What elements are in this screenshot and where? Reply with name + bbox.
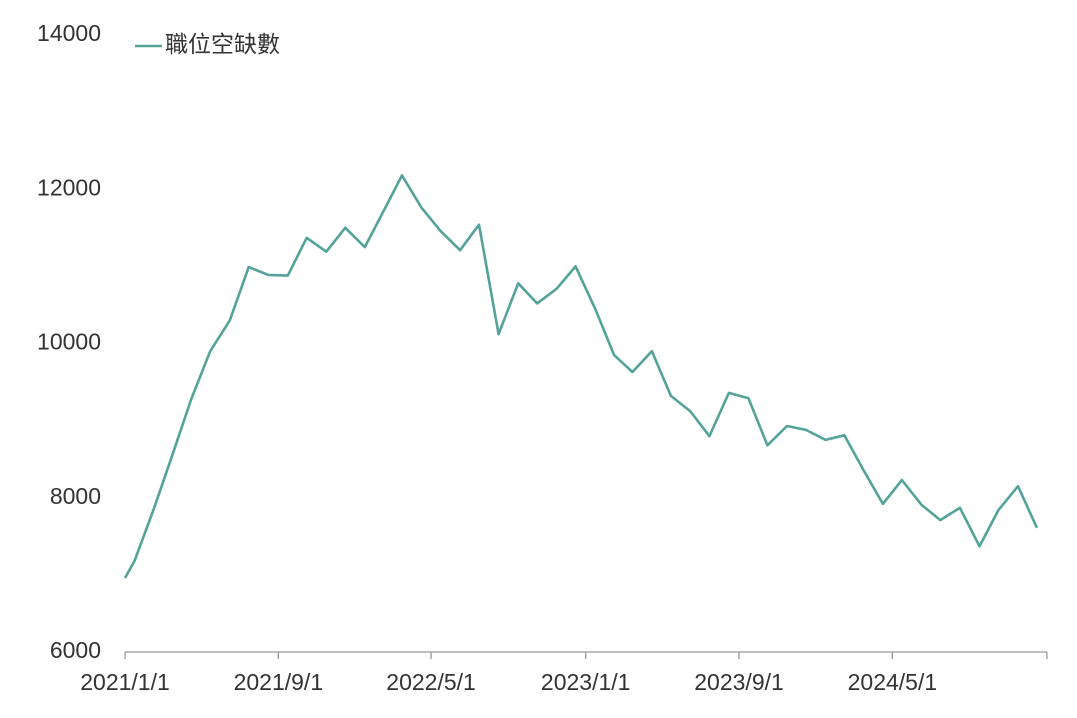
y-tick-label: 12000 bbox=[37, 174, 101, 200]
x-tick-label: 2024/5/1 bbox=[848, 669, 938, 695]
x-tick-label: 2023/9/1 bbox=[694, 669, 784, 695]
y-tick-label: 14000 bbox=[37, 20, 101, 46]
y-tick-label: 6000 bbox=[50, 637, 101, 663]
x-tick-label: 2021/1/1 bbox=[80, 669, 170, 695]
legend-label: 職位空缺數 bbox=[165, 31, 280, 57]
data-line bbox=[123, 174, 1039, 579]
x-tick-label: 2022/5/1 bbox=[386, 669, 476, 695]
y-tick-label: 8000 bbox=[50, 483, 101, 509]
x-tick-label: 2023/1/1 bbox=[541, 669, 631, 695]
x-tick-label: 2021/9/1 bbox=[234, 669, 324, 695]
y-tick-label: 10000 bbox=[37, 329, 101, 355]
